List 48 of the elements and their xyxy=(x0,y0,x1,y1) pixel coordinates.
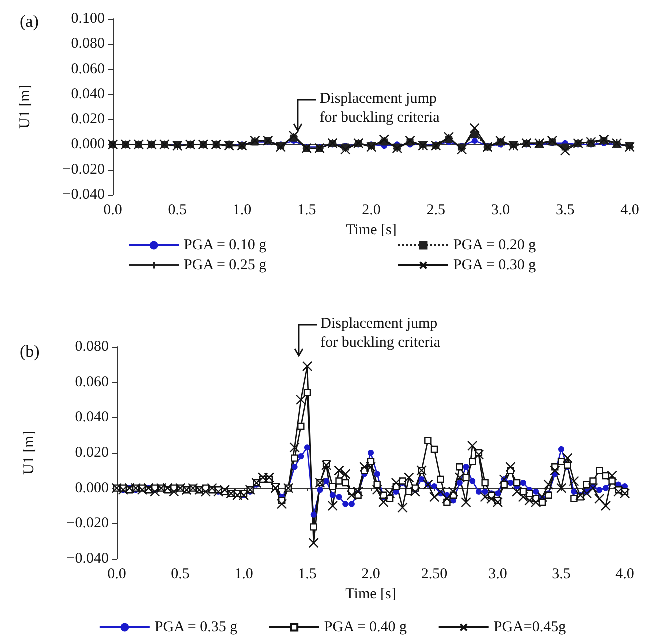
x-tick-label: 0.0 xyxy=(108,566,126,582)
x-tick-label: 4.0 xyxy=(616,566,634,582)
y-tick-label: −0.040 xyxy=(62,187,105,203)
chart-title: (b) xyxy=(20,342,40,361)
y-tick-label: 0.100 xyxy=(71,11,105,27)
y-tick-label: −0.020 xyxy=(62,162,105,178)
y-tick-label: 0.040 xyxy=(71,86,105,102)
y-tick-label: 0.080 xyxy=(71,36,105,52)
legend-label: PGA=0.45g xyxy=(494,620,567,636)
x-tick-label: 0.5 xyxy=(171,566,190,582)
x-tick-label: 3.0 xyxy=(491,202,510,218)
legend-label: PGA = 0.25 g xyxy=(184,258,268,274)
y-tick-label: −0.020 xyxy=(66,516,109,532)
annotation: Displacement jump for buckling criteria xyxy=(320,315,441,354)
y-tick-label: 0.080 xyxy=(75,339,109,355)
x-tick-label: 1.5 xyxy=(298,566,317,582)
legend-label: PGA = 0.35 g xyxy=(154,620,238,636)
y-tick-label: −0.040 xyxy=(66,551,109,567)
y-tick-label: 0.020 xyxy=(75,445,109,461)
x-tick-label: 2.0 xyxy=(362,566,380,582)
x-tick-label: 0.0 xyxy=(104,202,122,218)
x-tick-label: 1.0 xyxy=(232,202,252,218)
y-tick-label: 0.020 xyxy=(71,112,105,128)
y-tick-label: 0.040 xyxy=(75,410,109,426)
y-axis-title: U1 [m] xyxy=(22,431,38,475)
y-tick-label: 0.000 xyxy=(75,480,109,496)
x-axis-title: Time [s] xyxy=(346,586,396,602)
x-tick-label: 0.5 xyxy=(168,202,187,218)
x-tick-label: 3.0 xyxy=(488,566,508,582)
x-tick-label: 2.5 xyxy=(426,202,446,218)
legend-label: PGA = 0.20 g xyxy=(454,238,537,254)
chart-title: (a) xyxy=(20,12,39,31)
x-tick-label: 3.5 xyxy=(556,202,575,218)
y-tick-label: 0.060 xyxy=(71,61,105,78)
y-tick-label: 0.060 xyxy=(75,374,109,390)
legend-label: PGA = 0.30 g xyxy=(454,258,537,274)
legend-label: PGA = 0.10 g xyxy=(184,238,268,254)
legend-label: PGA = 0.40 g xyxy=(324,620,408,636)
x-tick-label: 2.0 xyxy=(362,202,381,218)
x-tick-label: 3.5 xyxy=(552,566,571,582)
y-tick-label: 0.000 xyxy=(71,136,105,153)
x-tick-label: 2.50 xyxy=(421,566,448,582)
x-tick-label: 4.0 xyxy=(620,202,640,218)
x-tick-label: 1.5 xyxy=(298,202,316,218)
y-axis-title: U1 [m] xyxy=(18,85,34,129)
x-tick-label: 1.0 xyxy=(234,566,254,582)
annotation: Displacement jump for buckling criteria xyxy=(320,90,440,128)
x-axis-title: Time [s] xyxy=(346,222,397,238)
